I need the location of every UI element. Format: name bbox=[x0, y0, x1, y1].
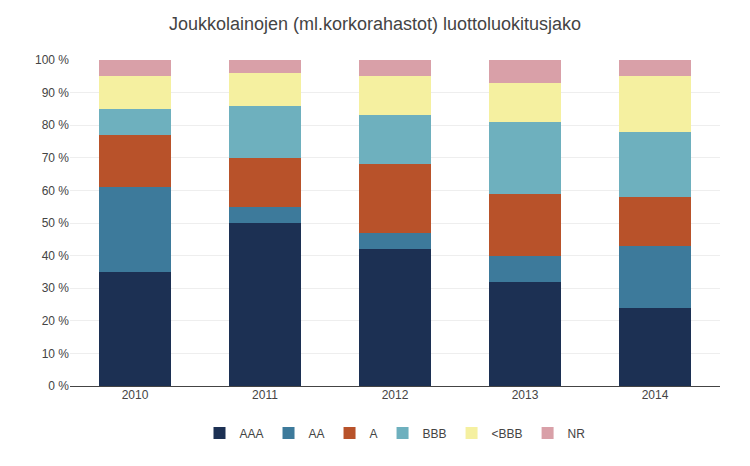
svg-text:A: A bbox=[370, 427, 378, 441]
svg-text:BBB: BBB bbox=[423, 427, 447, 441]
svg-text:AA: AA bbox=[309, 427, 325, 441]
svg-text:2012: 2012 bbox=[382, 388, 409, 402]
svg-text:40 %: 40 % bbox=[42, 249, 70, 263]
svg-text:70 %: 70 % bbox=[42, 151, 70, 165]
svg-text:30 %: 30 % bbox=[42, 281, 70, 295]
svg-text:2011: 2011 bbox=[252, 388, 278, 402]
svg-text:2014: 2014 bbox=[642, 388, 669, 402]
svg-text:AAA: AAA bbox=[240, 427, 264, 441]
svg-text:100 %: 100 % bbox=[35, 53, 69, 67]
svg-text:Joukkolainojen (ml.korkorahast: Joukkolainojen (ml.korkorahastot) luotto… bbox=[169, 14, 581, 34]
svg-text:60 %: 60 % bbox=[42, 184, 70, 198]
svg-text:2010: 2010 bbox=[122, 388, 149, 402]
svg-text:<BBB: <BBB bbox=[492, 427, 523, 441]
svg-text:80 %: 80 % bbox=[42, 118, 70, 132]
svg-text:0 %: 0 % bbox=[48, 379, 69, 393]
svg-text:50 %: 50 % bbox=[42, 216, 70, 230]
svg-text:20 %: 20 % bbox=[42, 314, 70, 328]
svg-text:NR: NR bbox=[568, 427, 586, 441]
svg-text:90 %: 90 % bbox=[42, 86, 70, 100]
svg-text:2013: 2013 bbox=[512, 388, 539, 402]
svg-text:10 %: 10 % bbox=[42, 347, 70, 361]
